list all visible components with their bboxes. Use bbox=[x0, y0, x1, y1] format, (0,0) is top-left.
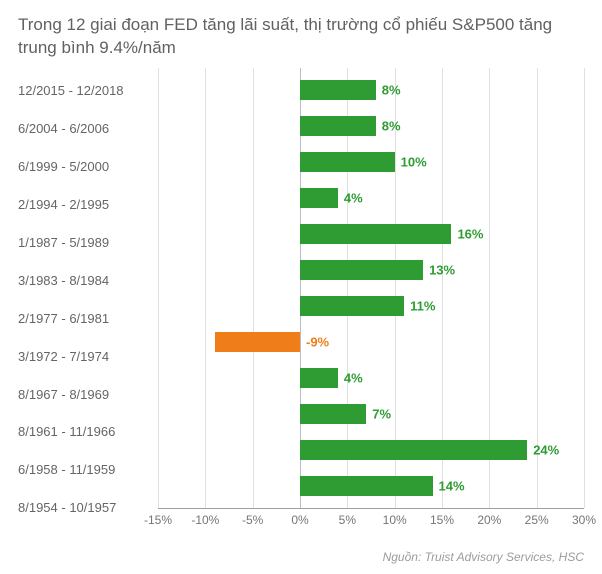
bar-rows: 8% 8% 10% 4% 16% 13% 11% -9% 4% 7% 24% 14% bbox=[158, 68, 584, 508]
bar-row: 7% bbox=[158, 402, 584, 426]
category-label: 1/1987 - 5/1989 bbox=[18, 230, 158, 254]
grid-line bbox=[584, 68, 585, 508]
value-label: -9% bbox=[306, 334, 329, 349]
chart-title: Trong 12 giai đoạn FED tăng lãi suất, th… bbox=[0, 0, 602, 68]
category-label: 6/1999 - 5/2000 bbox=[18, 155, 158, 179]
category-label: 2/1994 - 2/1995 bbox=[18, 193, 158, 217]
bar bbox=[300, 188, 338, 208]
category-label: 8/1954 - 10/1957 bbox=[18, 496, 158, 520]
bar bbox=[300, 116, 376, 136]
x-tick-label: 30% bbox=[572, 513, 596, 527]
bar bbox=[300, 152, 395, 172]
category-label: 8/1961 - 11/1966 bbox=[18, 420, 158, 444]
category-label: 2/1977 - 6/1981 bbox=[18, 306, 158, 330]
value-label: 16% bbox=[457, 226, 483, 241]
bar-row: 10% bbox=[158, 150, 584, 174]
bar-row: 8% bbox=[158, 78, 584, 102]
bar bbox=[300, 476, 433, 496]
bar bbox=[300, 440, 527, 460]
bar-row: 24% bbox=[158, 438, 584, 462]
bar-row: 11% bbox=[158, 294, 584, 318]
value-label: 13% bbox=[429, 262, 455, 277]
bar-row: -9% bbox=[158, 330, 584, 354]
value-label: 4% bbox=[344, 190, 363, 205]
value-label: 10% bbox=[401, 154, 427, 169]
x-tick-label: -15% bbox=[144, 513, 172, 527]
category-label: 12/2015 - 12/2018 bbox=[18, 79, 158, 103]
category-label: 3/1972 - 7/1974 bbox=[18, 344, 158, 368]
value-label: 4% bbox=[344, 370, 363, 385]
bar bbox=[300, 368, 338, 388]
value-label: 11% bbox=[410, 298, 435, 313]
source-citation: Nguồn: Truist Advisory Services, HSC bbox=[383, 550, 584, 564]
x-tick-label: -5% bbox=[242, 513, 263, 527]
value-label: 24% bbox=[533, 442, 559, 457]
value-label: 14% bbox=[439, 478, 465, 493]
bar bbox=[300, 224, 451, 244]
plot-area: 8% 8% 10% 4% 16% 13% 11% -9% 4% 7% 24% 14% bbox=[158, 68, 584, 509]
bar-row: 8% bbox=[158, 114, 584, 138]
x-tick-label: 15% bbox=[430, 513, 454, 527]
category-label: 8/1967 - 8/1969 bbox=[18, 382, 158, 406]
x-axis: -15%-10%-5%0%5%10%15%20%25%30% bbox=[158, 509, 584, 531]
x-tick-label: 25% bbox=[525, 513, 549, 527]
category-label: 6/1958 - 11/1959 bbox=[18, 458, 158, 482]
bar-row: 4% bbox=[158, 186, 584, 210]
bar bbox=[300, 80, 376, 100]
category-label: 3/1983 - 8/1984 bbox=[18, 268, 158, 292]
chart-container: 12/2015 - 12/2018 6/2004 - 6/2006 6/1999 -… bbox=[0, 68, 602, 531]
value-label: 8% bbox=[382, 118, 401, 133]
bar-row: 13% bbox=[158, 258, 584, 282]
bar-row: 14% bbox=[158, 474, 584, 498]
y-axis-labels: 12/2015 - 12/2018 6/2004 - 6/2006 6/1999 -… bbox=[18, 68, 158, 531]
bar-row: 16% bbox=[158, 222, 584, 246]
x-tick-label: 0% bbox=[291, 513, 308, 527]
bar bbox=[215, 332, 300, 352]
bar-row: 4% bbox=[158, 366, 584, 390]
x-tick-label: 20% bbox=[477, 513, 501, 527]
bar bbox=[300, 404, 366, 424]
bar bbox=[300, 296, 404, 316]
x-tick-label: 5% bbox=[339, 513, 356, 527]
x-tick-label: 10% bbox=[383, 513, 407, 527]
category-label: 6/2004 - 6/2006 bbox=[18, 117, 158, 141]
x-tick-label: -10% bbox=[191, 513, 219, 527]
bar bbox=[300, 260, 423, 280]
value-label: 7% bbox=[372, 406, 391, 421]
value-label: 8% bbox=[382, 82, 401, 97]
